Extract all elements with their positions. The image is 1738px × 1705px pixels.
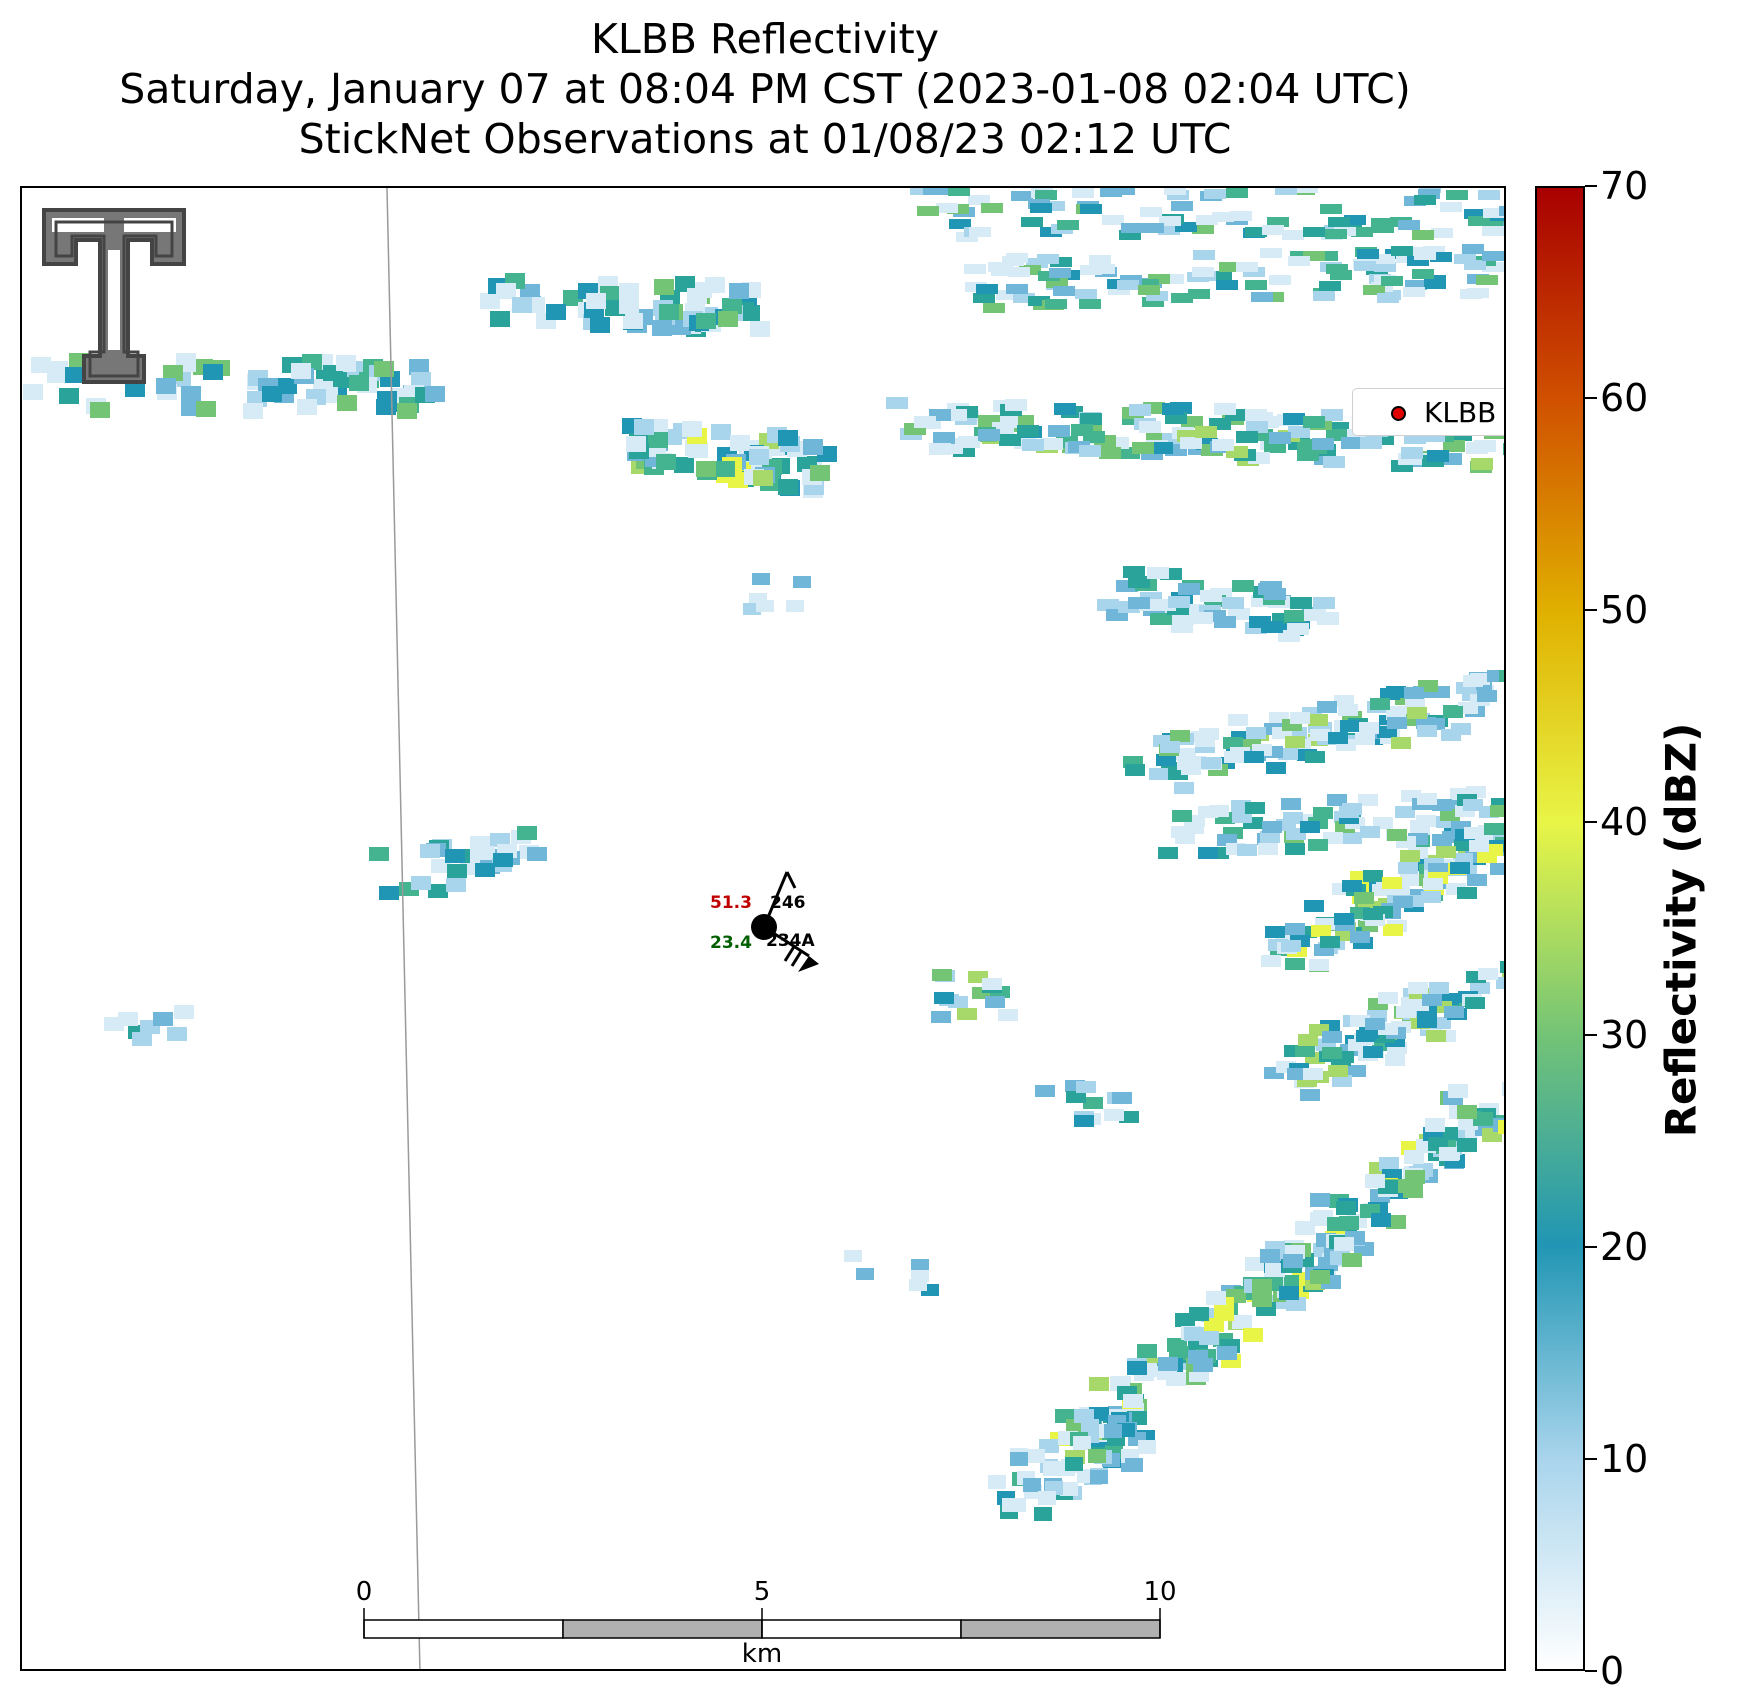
colorbar-tick	[1585, 1033, 1597, 1036]
colorbar-tick-label: 20	[1600, 1224, 1649, 1269]
scale-bar	[363, 1608, 1161, 1639]
colorbar-tick-label: 60	[1600, 376, 1649, 421]
title-line-2: Saturday, January 07 at 08:04 PM CST (20…	[119, 65, 1411, 113]
station-id: 234A	[766, 931, 815, 951]
scale-unit: km	[741, 1639, 783, 1669]
colorbar-tick-label: 30	[1600, 1012, 1649, 1057]
colorbar-tick	[1585, 1670, 1597, 1672]
klbb-marker-icon	[1391, 406, 1406, 421]
colorbar-tick	[1585, 821, 1597, 824]
colorbar-tick	[1585, 185, 1597, 187]
colorbar-tick	[1585, 1245, 1597, 1248]
colorbar-tick-label: 70	[1600, 164, 1649, 208]
station-pressure: 246	[770, 893, 806, 913]
legend-label: KLBB	[1424, 396, 1497, 429]
scale-label-10: 10	[1143, 1577, 1177, 1607]
title-line-1: KLBB Reflectivity	[591, 15, 939, 63]
colorbar-tick	[1585, 609, 1597, 612]
scale-label-0: 0	[355, 1577, 373, 1607]
colorbar-tick	[1585, 397, 1597, 400]
station-temperature: 51.3	[710, 893, 752, 913]
colorbar-tick-label: 40	[1600, 800, 1649, 845]
texas-tech-double-t-logo	[42, 208, 186, 384]
map-legend: KLBB	[1352, 388, 1504, 436]
scale-label-5: 5	[753, 1577, 771, 1607]
colorbar-tick-label: 0	[1600, 1649, 1625, 1693]
colorbar-tick-label: 50	[1600, 588, 1649, 633]
station-plot-234a	[751, 871, 819, 972]
county-boundary-line	[386, 188, 421, 1669]
colorbar	[1535, 186, 1585, 1671]
colorbar-title: Reflectivity (dBZ)	[1656, 722, 1706, 1138]
station-dewpoint: 23.4	[710, 933, 752, 953]
radar-map[interactable]: KLBB 51.3 246 23.4 234A 0 5 10 km	[20, 186, 1506, 1671]
colorbar-tick	[1585, 1457, 1597, 1460]
colorbar-tick-label: 10	[1600, 1436, 1649, 1481]
title-line-3: StickNet Observations at 01/08/23 02:12 …	[298, 115, 1232, 163]
